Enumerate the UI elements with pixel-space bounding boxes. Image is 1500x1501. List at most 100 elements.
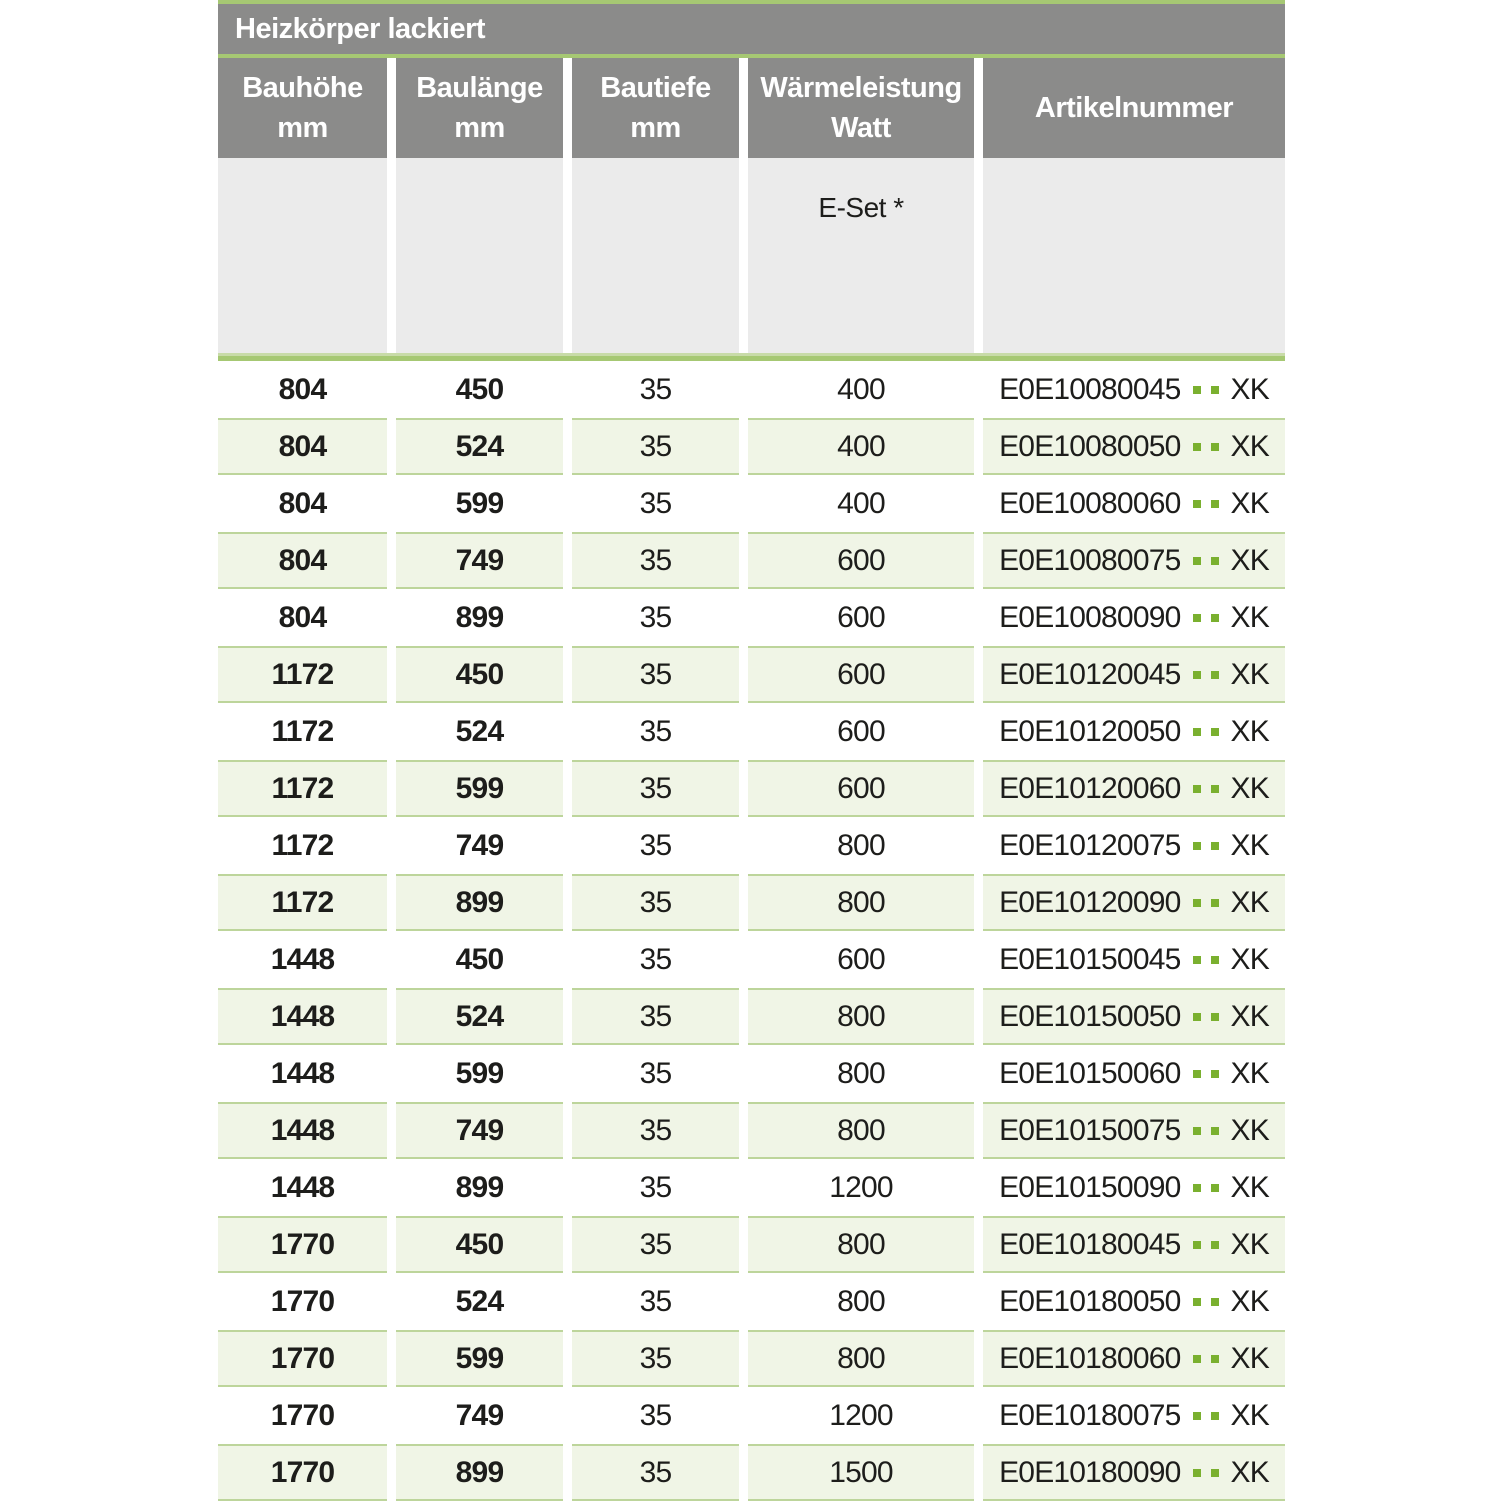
- article-code: E0E10180060: [999, 1341, 1181, 1375]
- cell-bautiefe: 35: [572, 475, 739, 532]
- table-row: 804 524 35 400 E0E10080050 XK: [218, 418, 1285, 475]
- article-suffix: XK: [1230, 1341, 1269, 1375]
- column-header-bautiefe: Bautiefe mm: [572, 58, 739, 158]
- column-unit: mm: [630, 112, 681, 144]
- cell-waermeleistung: 800: [748, 988, 974, 1045]
- cell-bauhoehe: 804: [218, 532, 387, 589]
- color-placeholder-dot-icon: [1211, 499, 1220, 508]
- color-placeholder-dot-icon: [1211, 1240, 1220, 1249]
- cell-bautiefe: 35: [572, 988, 739, 1045]
- cell-bautiefe: 35: [572, 1273, 739, 1330]
- article-code: E0E10120060: [999, 771, 1181, 805]
- color-placeholder-dot-icon: [1193, 1354, 1202, 1363]
- cell-bautiefe: 35: [572, 418, 739, 475]
- cell-waermeleistung: 800: [748, 1273, 974, 1330]
- color-placeholder-dot-icon: [1211, 955, 1220, 964]
- cell-bautiefe: 35: [572, 1159, 739, 1216]
- cell-waermeleistung: 600: [748, 703, 974, 760]
- cell-baulaenge: 524: [396, 418, 563, 475]
- subheader-cell-bauhoehe: [218, 158, 387, 353]
- cell-baulaenge: 524: [396, 703, 563, 760]
- color-placeholder-dot-icon: [1193, 1468, 1202, 1477]
- cell-bauhoehe: 804: [218, 361, 387, 418]
- table-row: 1770 450 35 800 E0E10180045 XK: [218, 1216, 1285, 1273]
- cell-waermeleistung: 800: [748, 817, 974, 874]
- cell-bautiefe: 35: [572, 589, 739, 646]
- cell-artikelnummer: E0E10150045 XK: [983, 931, 1285, 988]
- article-suffix: XK: [1230, 372, 1269, 406]
- header-body-separator-line: [218, 353, 1285, 361]
- cell-artikelnummer: E0E10120060 XK: [983, 760, 1285, 817]
- color-placeholder-dot-icon: [1211, 1012, 1220, 1021]
- cell-baulaenge: 599: [396, 475, 563, 532]
- color-placeholder-dot-icon: [1193, 841, 1202, 850]
- table-row: 804 749 35 600 E0E10080075 XK: [218, 532, 1285, 589]
- cell-bauhoehe: 1172: [218, 817, 387, 874]
- color-placeholder-dot-icon: [1211, 442, 1220, 451]
- cell-waermeleistung: 600: [748, 589, 974, 646]
- cell-baulaenge: 749: [396, 1387, 563, 1444]
- subheader-cell-artikelnummer: [983, 158, 1285, 353]
- cell-baulaenge: 899: [396, 1444, 563, 1501]
- cell-waermeleistung: 800: [748, 1330, 974, 1387]
- cell-baulaenge: 450: [396, 931, 563, 988]
- table-row: 1770 524 35 800 E0E10180050 XK: [218, 1273, 1285, 1330]
- column-label: Baulänge: [416, 72, 543, 104]
- color-placeholder-dot-icon: [1211, 727, 1220, 736]
- cell-waermeleistung: 400: [748, 418, 974, 475]
- table-row: 804 899 35 600 E0E10080090 XK: [218, 589, 1285, 646]
- article-suffix: XK: [1230, 429, 1269, 463]
- cell-bauhoehe: 1172: [218, 874, 387, 931]
- article-code: E0E10150045: [999, 942, 1181, 976]
- color-placeholder-dot-icon: [1211, 385, 1220, 394]
- color-placeholder-dot-icon: [1193, 1126, 1202, 1135]
- subheader-cell-waermeleistung: E-Set *: [748, 158, 974, 353]
- color-placeholder-dot-icon: [1193, 784, 1202, 793]
- cell-waermeleistung: 1200: [748, 1159, 974, 1216]
- cell-artikelnummer: E0E10150050 XK: [983, 988, 1285, 1045]
- cell-waermeleistung: 800: [748, 1045, 974, 1102]
- cell-bautiefe: 35: [572, 1444, 739, 1501]
- cell-bautiefe: 35: [572, 1330, 739, 1387]
- cell-bauhoehe: 1770: [218, 1330, 387, 1387]
- subheader-cell-baulaenge: [396, 158, 563, 353]
- cell-bautiefe: 35: [572, 646, 739, 703]
- cell-baulaenge: 749: [396, 532, 563, 589]
- table-row: 1172 899 35 800 E0E10120090 XK: [218, 874, 1285, 931]
- cell-waermeleistung: 800: [748, 1102, 974, 1159]
- color-placeholder-dot-icon: [1193, 499, 1202, 508]
- color-placeholder-dot-icon: [1193, 1012, 1202, 1021]
- cell-waermeleistung: 400: [748, 475, 974, 532]
- color-placeholder-dot-icon: [1211, 556, 1220, 565]
- color-placeholder-dot-icon: [1193, 898, 1202, 907]
- subheader-row: E-Set *: [218, 158, 1285, 353]
- table-row: 1448 450 35 600 E0E10150045 XK: [218, 931, 1285, 988]
- article-suffix: XK: [1230, 942, 1269, 976]
- cell-baulaenge: 524: [396, 1273, 563, 1330]
- color-placeholder-dot-icon: [1193, 613, 1202, 622]
- cell-bauhoehe: 1172: [218, 646, 387, 703]
- color-placeholder-dot-icon: [1211, 784, 1220, 793]
- cell-artikelnummer: E0E10150075 XK: [983, 1102, 1285, 1159]
- cell-bauhoehe: 1448: [218, 1102, 387, 1159]
- cell-artikelnummer: E0E10150090 XK: [983, 1159, 1285, 1216]
- article-code: E0E10150075: [999, 1113, 1181, 1147]
- cell-bautiefe: 35: [572, 1387, 739, 1444]
- table-row: 1770 599 35 800 E0E10180060 XK: [218, 1330, 1285, 1387]
- color-placeholder-dot-icon: [1211, 841, 1220, 850]
- article-suffix: XK: [1230, 543, 1269, 577]
- cell-artikelnummer: E0E10180050 XK: [983, 1273, 1285, 1330]
- cell-artikelnummer: E0E10080090 XK: [983, 589, 1285, 646]
- article-code: E0E10120075: [999, 828, 1181, 862]
- article-suffix: XK: [1230, 1227, 1269, 1261]
- article-code: E0E10080050: [999, 429, 1181, 463]
- article-suffix: XK: [1230, 657, 1269, 691]
- cell-baulaenge: 749: [396, 1102, 563, 1159]
- cell-artikelnummer: E0E10120090 XK: [983, 874, 1285, 931]
- color-placeholder-dot-icon: [1193, 955, 1202, 964]
- column-label: Artikelnummer: [1034, 92, 1234, 124]
- article-code: E0E10180050: [999, 1284, 1181, 1318]
- article-code: E0E10080060: [999, 486, 1181, 520]
- cell-bautiefe: 35: [572, 760, 739, 817]
- column-label: Wärmeleistung: [760, 72, 962, 104]
